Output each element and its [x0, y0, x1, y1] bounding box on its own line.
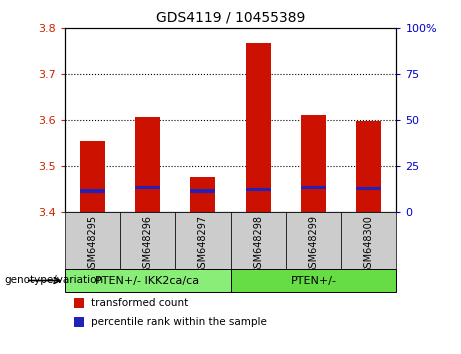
- Title: GDS4119 / 10455389: GDS4119 / 10455389: [156, 10, 305, 24]
- Bar: [356, 187, 381, 190]
- Text: GSM648296: GSM648296: [142, 215, 153, 274]
- Text: GSM648295: GSM648295: [87, 215, 97, 274]
- Bar: [80, 141, 105, 212]
- Bar: [246, 43, 271, 212]
- Bar: [341, 212, 396, 269]
- Bar: [135, 117, 160, 212]
- Text: PTEN+/-: PTEN+/-: [290, 275, 337, 286]
- Bar: [65, 212, 120, 269]
- Bar: [135, 186, 160, 189]
- Bar: [80, 189, 105, 193]
- Text: GSM648298: GSM648298: [253, 215, 263, 274]
- Text: PTEN+/- IKK2ca/ca: PTEN+/- IKK2ca/ca: [95, 275, 200, 286]
- Text: GSM648297: GSM648297: [198, 215, 208, 274]
- Text: percentile rank within the sample: percentile rank within the sample: [91, 318, 267, 327]
- Bar: [120, 212, 175, 269]
- Bar: [356, 121, 381, 212]
- Bar: [190, 177, 215, 212]
- Bar: [230, 212, 286, 269]
- Bar: [190, 189, 215, 193]
- Bar: [246, 188, 271, 191]
- Text: GSM648300: GSM648300: [364, 215, 374, 274]
- Bar: [175, 212, 230, 269]
- Bar: [230, 269, 396, 292]
- Bar: [286, 212, 341, 269]
- Text: genotype/variation: genotype/variation: [5, 275, 104, 285]
- Bar: [65, 269, 230, 292]
- Bar: [301, 186, 326, 189]
- Text: GSM648299: GSM648299: [308, 215, 319, 274]
- Text: transformed count: transformed count: [91, 298, 188, 308]
- Bar: [301, 115, 326, 212]
